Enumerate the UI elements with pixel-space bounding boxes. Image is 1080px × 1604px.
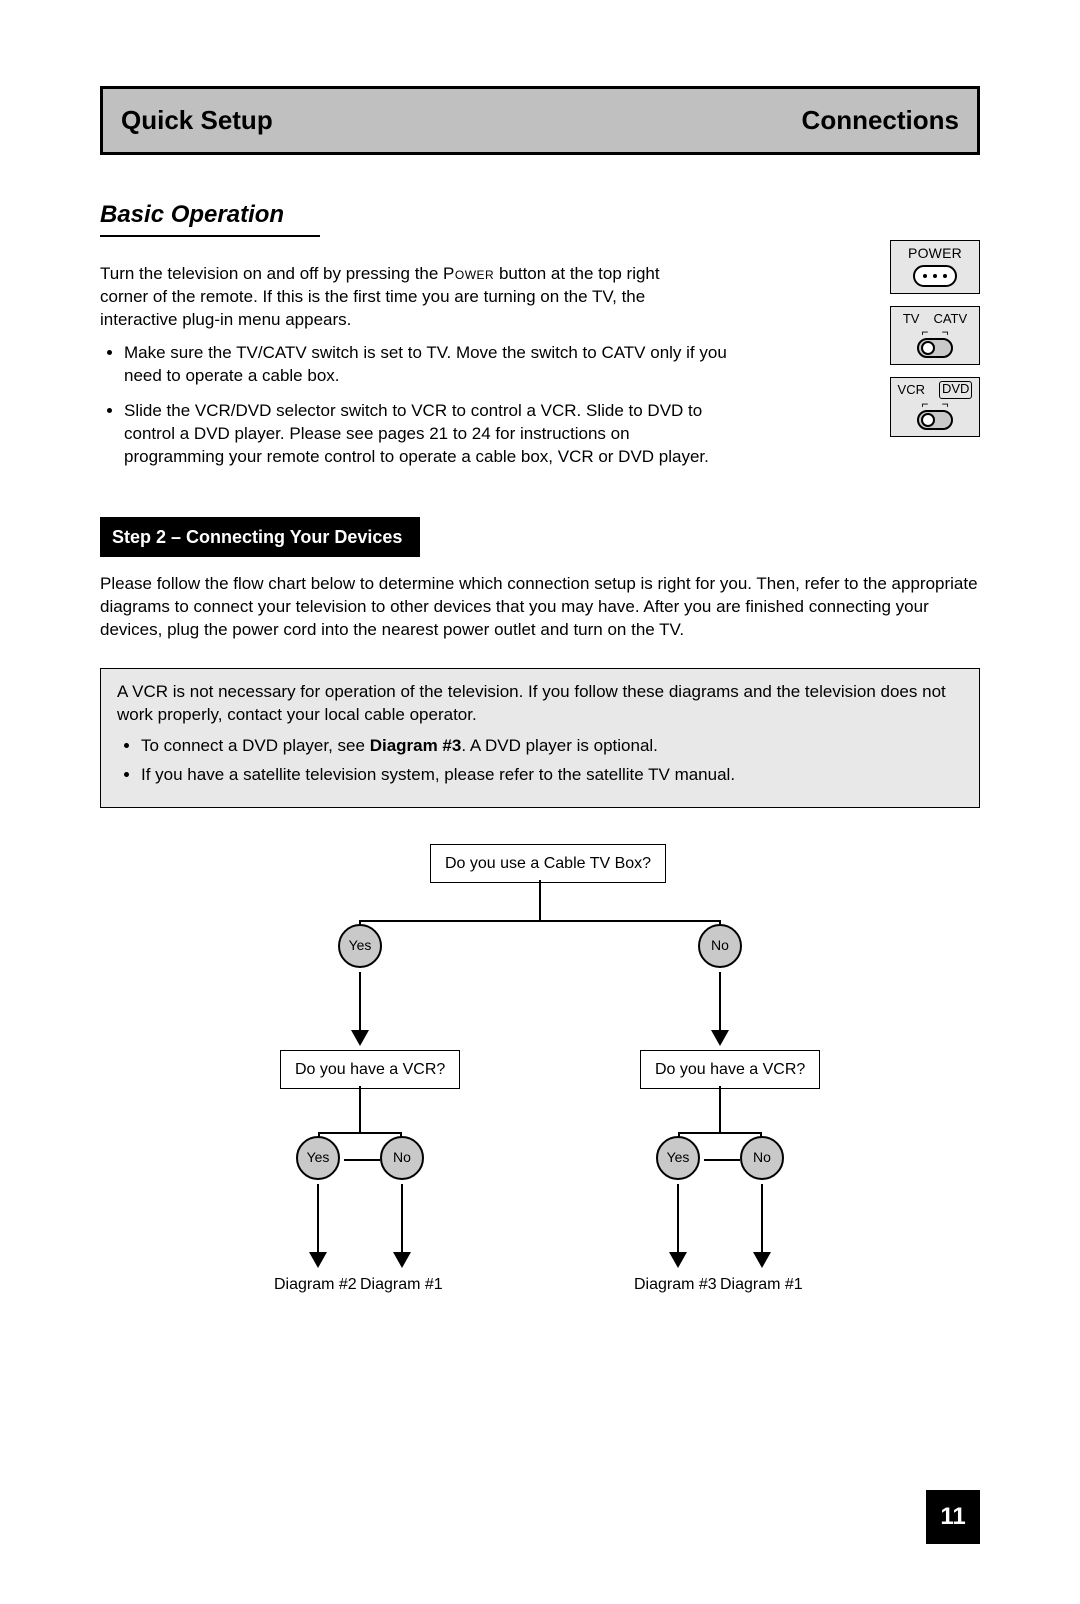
flow-terminal-c: Diagram #3 xyxy=(634,1274,717,1296)
flow-no-2a: No xyxy=(380,1136,424,1180)
section-title: Basic Operation xyxy=(100,199,320,237)
flow-q1: Do you use a Cable TV Box? xyxy=(430,844,666,884)
header-right: Connections xyxy=(802,103,959,138)
arrow-icon xyxy=(351,1030,369,1046)
flow-terminal-a: Diagram #2 xyxy=(274,1274,357,1296)
flow-terminal-d: Diagram #1 xyxy=(720,1274,803,1296)
arrow-icon xyxy=(393,1252,411,1268)
flow-yes-2b: Yes xyxy=(656,1136,700,1180)
tv-catv-switch-icon xyxy=(917,338,953,358)
arrow-icon xyxy=(753,1252,771,1268)
remote-power-box: POWER xyxy=(890,240,980,294)
page-number: 11 xyxy=(926,1490,980,1544)
vcr-dvd-switch-icon xyxy=(917,410,953,430)
switch-bracket-icon: ⌐ ¬ xyxy=(895,400,975,408)
remote-illustration: POWER TV CATV ⌐ ¬ VCR DVD ⌐ ¬ xyxy=(890,240,980,437)
flow-yes-2a: Yes xyxy=(296,1136,340,1180)
switch-bracket-icon: ⌐ ¬ xyxy=(895,328,975,336)
header-left: Quick Setup xyxy=(121,103,273,138)
note-box: A VCR is not necessary for operation of … xyxy=(100,668,980,808)
flow-q2-right: Do you have a VCR? xyxy=(640,1050,820,1090)
remote-tv-label: TV xyxy=(903,310,920,328)
intro-bullet-2: Slide the VCR/DVD selector switch to VCR… xyxy=(124,400,730,469)
flow-yes-1: Yes xyxy=(338,924,382,968)
flow-no-1: No xyxy=(698,924,742,968)
page-header: Quick Setup Connections xyxy=(100,86,980,155)
note-bullet-2: If you have a satellite television syste… xyxy=(141,764,963,787)
arrow-icon xyxy=(309,1252,327,1268)
remote-vcrdvd-box: VCR DVD ⌐ ¬ xyxy=(890,377,980,437)
step-2-heading: Step 2 – Connecting Your Devices xyxy=(100,517,420,557)
flow-terminal-b: Diagram #1 xyxy=(360,1274,443,1296)
remote-tvcatv-box: TV CATV ⌐ ¬ xyxy=(890,306,980,366)
intro-paragraph: Turn the television on and off by pressi… xyxy=(100,263,710,332)
arrow-icon xyxy=(711,1030,729,1046)
flow-no-2b: No xyxy=(740,1136,784,1180)
intro-bullet-1: Make sure the TV/CATV switch is set to T… xyxy=(124,342,730,388)
flowchart: Do you use a Cable TV Box? Yes No Do you… xyxy=(220,844,860,1324)
intro-bullets: Make sure the TV/CATV switch is set to T… xyxy=(100,342,730,469)
step-2-paragraph: Please follow the flow chart below to de… xyxy=(100,573,980,642)
power-button-icon xyxy=(913,265,957,287)
flow-q2-left: Do you have a VCR? xyxy=(280,1050,460,1090)
remote-power-label: POWER xyxy=(895,244,975,263)
note-lead: A VCR is not necessary for operation of … xyxy=(117,681,963,727)
arrow-icon xyxy=(669,1252,687,1268)
note-bullet-1: To connect a DVD player, see Diagram #3.… xyxy=(141,735,963,758)
